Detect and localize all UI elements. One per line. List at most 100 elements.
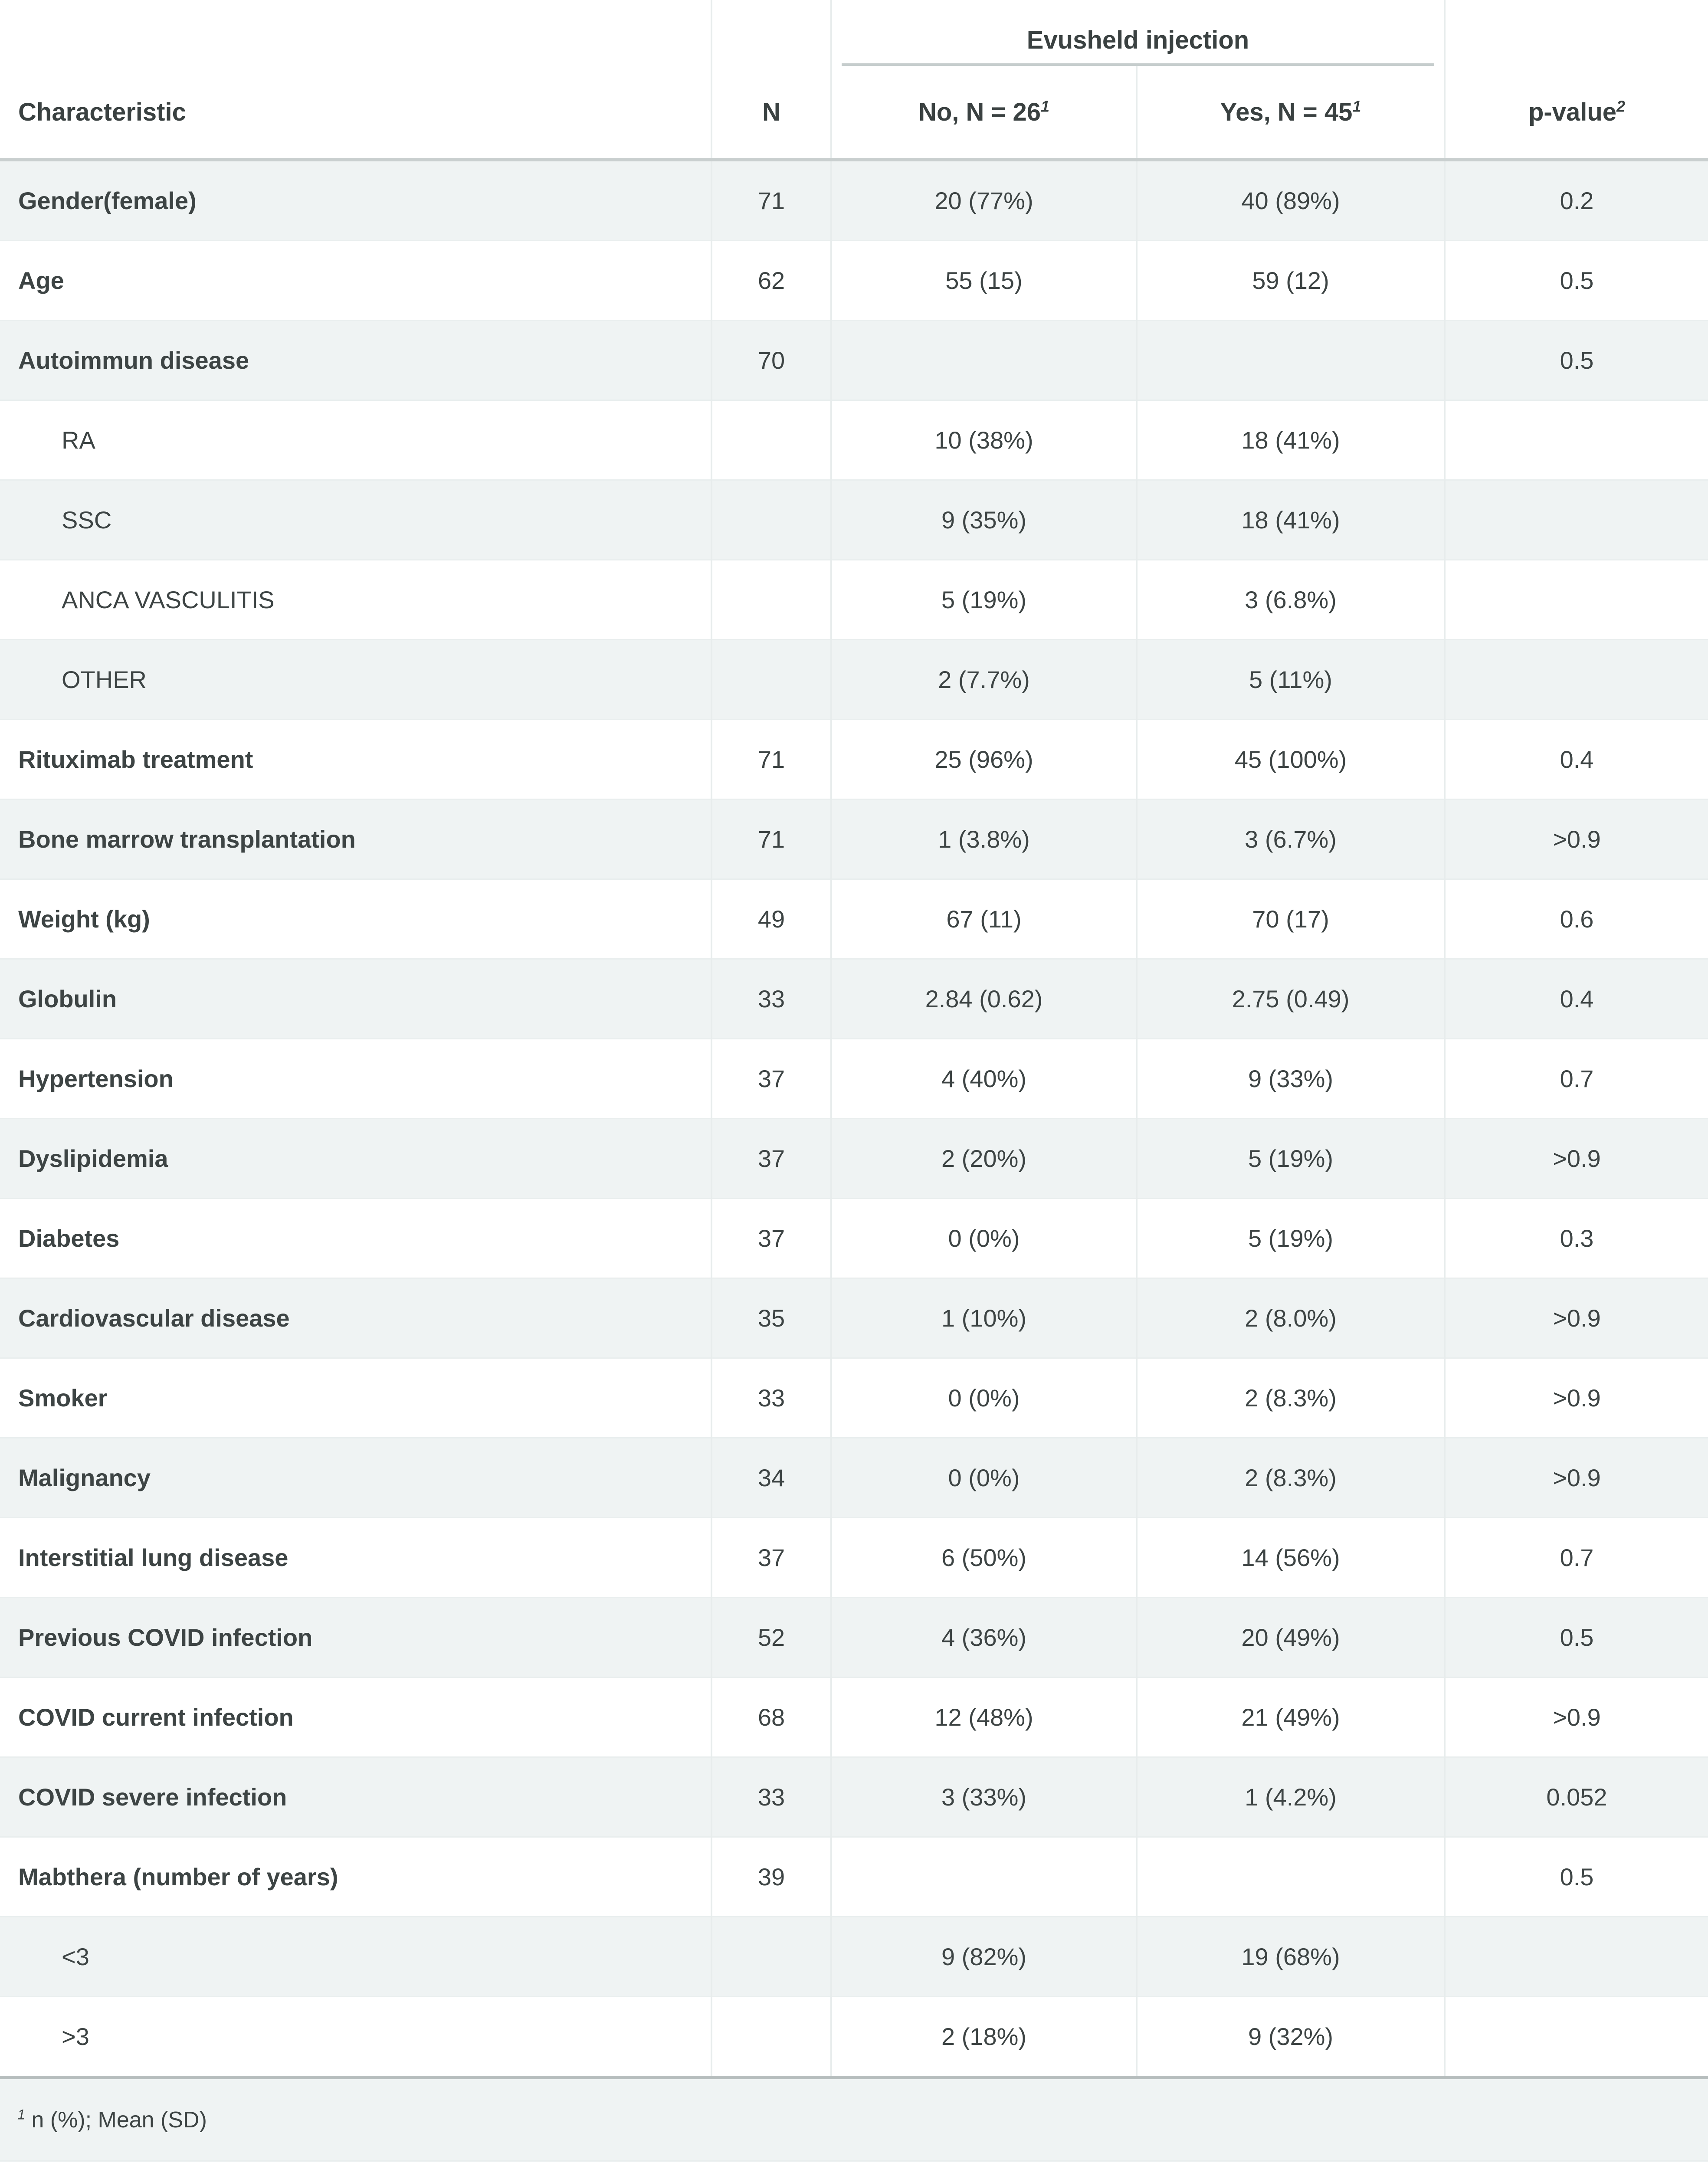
column-header-yes: Yes, N = 451 — [1136, 66, 1445, 161]
cell-yes: 18 (41%) — [1136, 479, 1445, 560]
cell-characteristic: <3 — [0, 1916, 711, 1997]
table-row: Globulin 33 2.84 (0.62) 2.75 (0.49) 0.4 — [0, 958, 1708, 1039]
cell-characteristic: Weight (kg) — [0, 878, 711, 959]
cell-no: 67 (11) — [830, 878, 1137, 959]
cell-n: 49 — [711, 878, 831, 959]
footnote-row-2: 2 Fisher's exact test; Wilcoxon rank sum… — [0, 2160, 1708, 2169]
table-row: Cardiovascular disease 35 1 (10%) 2 (8.0… — [0, 1278, 1708, 1358]
cell-pvalue: 0.2 — [1444, 160, 1708, 241]
spanner-empty-n — [711, 0, 831, 66]
footnote-row-1: 1 n (%); Mean (SD) — [0, 2077, 1708, 2161]
cell-no: 6 (50%) — [830, 1517, 1137, 1598]
cell-characteristic: Dyslipidemia — [0, 1118, 711, 1199]
footnote-2: 2 Fisher's exact test; Wilcoxon rank sum… — [0, 2160, 1708, 2169]
cell-yes: 59 (12) — [1136, 240, 1445, 321]
cell-n — [711, 479, 831, 560]
cell-characteristic: Interstitial lung disease — [0, 1517, 711, 1598]
cell-yes — [1136, 320, 1445, 400]
cell-characteristic: Malignancy — [0, 1437, 711, 1518]
cell-no: 1 (10%) — [830, 1278, 1137, 1358]
cell-characteristic: Rituximab treatment — [0, 719, 711, 799]
cell-pvalue: 0.5 — [1444, 1836, 1708, 1917]
cell-n: 33 — [711, 958, 831, 1039]
cell-n — [711, 1996, 831, 2079]
footnote-marker-yes: 1 — [1352, 97, 1361, 115]
cell-pvalue — [1444, 559, 1708, 640]
column-header-no-label: No, N = 26 — [918, 98, 1041, 126]
cell-yes: 5 (19%) — [1136, 1118, 1445, 1199]
cell-characteristic: Autoimmun disease — [0, 320, 711, 400]
cell-yes: 3 (6.8%) — [1136, 559, 1445, 640]
cell-n: 39 — [711, 1836, 831, 1917]
cell-characteristic: Smoker — [0, 1357, 711, 1438]
cell-no: 0 (0%) — [830, 1357, 1137, 1438]
table-row: ANCA VASCULITIS 5 (19%) 3 (6.8%) — [0, 559, 1708, 640]
cell-n: 70 — [711, 320, 831, 400]
table-row: Diabetes 37 0 (0%) 5 (19%) 0.3 — [0, 1198, 1708, 1278]
cell-characteristic: Bone marrow transplantation — [0, 799, 711, 879]
cell-pvalue: 0.6 — [1444, 878, 1708, 959]
cell-characteristic: Gender(female) — [0, 160, 711, 241]
cell-no: 1 (3.8%) — [830, 799, 1137, 879]
cell-characteristic: Cardiovascular disease — [0, 1278, 711, 1358]
cell-pvalue: >0.9 — [1444, 1118, 1708, 1199]
cell-n: 34 — [711, 1437, 831, 1518]
cell-no: 20 (77%) — [830, 160, 1137, 241]
column-header-pvalue-label: p-value — [1528, 98, 1617, 126]
cell-yes: 5 (19%) — [1136, 1198, 1445, 1278]
cell-characteristic: OTHER — [0, 639, 711, 720]
cell-pvalue — [1444, 1996, 1708, 2079]
table-row: <3 9 (82%) 19 (68%) — [0, 1916, 1708, 1997]
footnote-marker-no: 1 — [1041, 97, 1050, 115]
cell-pvalue — [1444, 639, 1708, 720]
cell-yes: 2 (8.0%) — [1136, 1278, 1445, 1358]
cell-pvalue — [1444, 479, 1708, 560]
cell-n: 71 — [711, 799, 831, 879]
cell-n: 35 — [711, 1278, 831, 1358]
table-row: Gender(female) 71 20 (77%) 40 (89%) 0.2 — [0, 160, 1708, 241]
cell-no: 25 (96%) — [830, 719, 1137, 799]
cell-no: 2 (18%) — [830, 1996, 1137, 2079]
cell-pvalue: >0.9 — [1444, 1437, 1708, 1518]
column-header-no: No, N = 261 — [830, 66, 1137, 161]
cell-n: 37 — [711, 1118, 831, 1199]
cell-n: 71 — [711, 160, 831, 241]
table-row: Hypertension 37 4 (40%) 9 (33%) 0.7 — [0, 1038, 1708, 1119]
cell-yes: 2.75 (0.49) — [1136, 958, 1445, 1039]
table-header: Evusheld injection Characteristic N No, … — [0, 0, 1708, 161]
cell-yes: 14 (56%) — [1136, 1517, 1445, 1598]
table-row: Age 62 55 (15) 59 (12) 0.5 — [0, 240, 1708, 321]
table-row: COVID current infection 68 12 (48%) 21 (… — [0, 1677, 1708, 1757]
cell-characteristic: Mabthera (number of years) — [0, 1836, 711, 1917]
table-row: Autoimmun disease 70 0.5 — [0, 320, 1708, 400]
column-header-yes-label: Yes, N = 45 — [1220, 98, 1353, 126]
cell-no: 0 (0%) — [830, 1437, 1137, 1518]
spanner-empty-characteristic — [0, 0, 711, 66]
cell-n: 71 — [711, 719, 831, 799]
cell-n: 37 — [711, 1038, 831, 1119]
cell-n — [711, 400, 831, 480]
table-row: Mabthera (number of years) 39 0.5 — [0, 1836, 1708, 1917]
cell-characteristic: Globulin — [0, 958, 711, 1039]
spanner-row: Evusheld injection — [0, 0, 1708, 66]
cell-pvalue: 0.3 — [1444, 1198, 1708, 1278]
cell-characteristic: Diabetes — [0, 1198, 711, 1278]
cell-pvalue: 0.7 — [1444, 1038, 1708, 1119]
cell-no: 2 (7.7%) — [830, 639, 1137, 720]
cell-pvalue — [1444, 400, 1708, 480]
cell-yes: 45 (100%) — [1136, 719, 1445, 799]
cell-yes: 2 (8.3%) — [1136, 1357, 1445, 1438]
cell-n: 33 — [711, 1756, 831, 1837]
spanner-label: Evusheld injection — [842, 26, 1434, 66]
cell-no: 2.84 (0.62) — [830, 958, 1137, 1039]
table-row: OTHER 2 (7.7%) 5 (11%) — [0, 639, 1708, 720]
table-row: COVID severe infection 33 3 (33%) 1 (4.2… — [0, 1756, 1708, 1837]
column-header-row: Characteristic N No, N = 261 Yes, N = 45… — [0, 66, 1708, 161]
cell-no: 0 (0%) — [830, 1198, 1137, 1278]
cell-n — [711, 1916, 831, 1997]
cell-yes: 1 (4.2%) — [1136, 1756, 1445, 1837]
cell-characteristic: ANCA VASCULITIS — [0, 559, 711, 640]
cell-characteristic: COVID severe infection — [0, 1756, 711, 1837]
table-row: Bone marrow transplantation 71 1 (3.8%) … — [0, 799, 1708, 879]
cell-pvalue: 0.5 — [1444, 320, 1708, 400]
